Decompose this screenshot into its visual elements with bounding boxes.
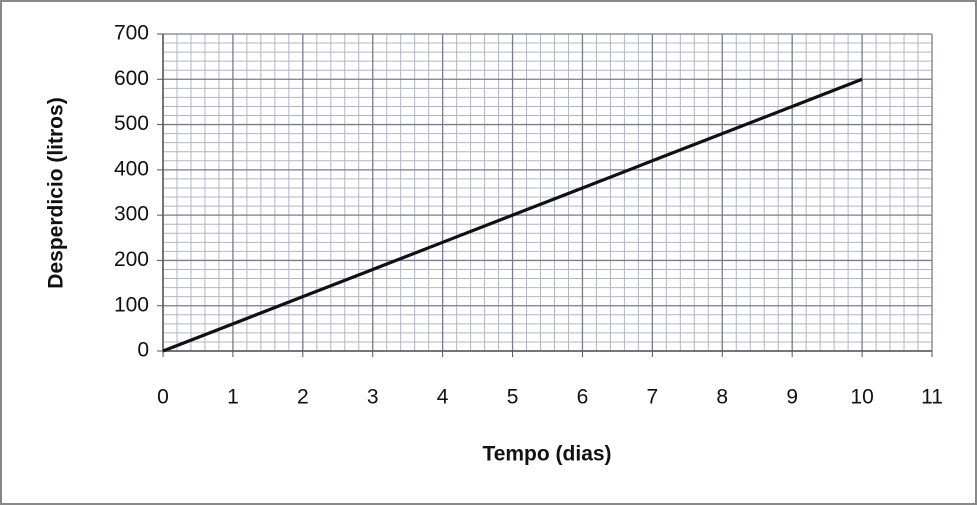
x-tick-label: 2 bbox=[297, 386, 309, 409]
y-tick-label: 600 bbox=[114, 67, 149, 90]
x-tick-label: 3 bbox=[367, 386, 379, 409]
data-line bbox=[162, 77, 863, 353]
x-tick-label: 0 bbox=[157, 386, 169, 409]
x-tick-label: 4 bbox=[437, 386, 449, 409]
x-tick-label: 7 bbox=[647, 386, 659, 409]
x-tick-label: 11 bbox=[921, 386, 943, 409]
x-axis-title: Tempo (dias) bbox=[482, 443, 611, 466]
x-tick-label: 10 bbox=[850, 386, 873, 409]
x-tick-label: 8 bbox=[716, 386, 728, 409]
x-tick-label: 9 bbox=[786, 386, 798, 409]
y-tick-label: 100 bbox=[114, 293, 149, 316]
y-axis-title: Desperdicio (litros) bbox=[45, 97, 68, 288]
y-tick-label: 0 bbox=[137, 339, 149, 362]
y-tick-label: 200 bbox=[114, 248, 149, 271]
y-tick-label: 400 bbox=[114, 157, 149, 180]
x-tick-label: 1 bbox=[227, 386, 239, 409]
x-tick-label: 6 bbox=[577, 386, 589, 409]
x-tick-label: 5 bbox=[507, 386, 519, 409]
y-tick-label: 700 bbox=[114, 22, 149, 45]
y-tick-label: 500 bbox=[114, 112, 149, 135]
y-tick-label: 300 bbox=[114, 203, 149, 226]
